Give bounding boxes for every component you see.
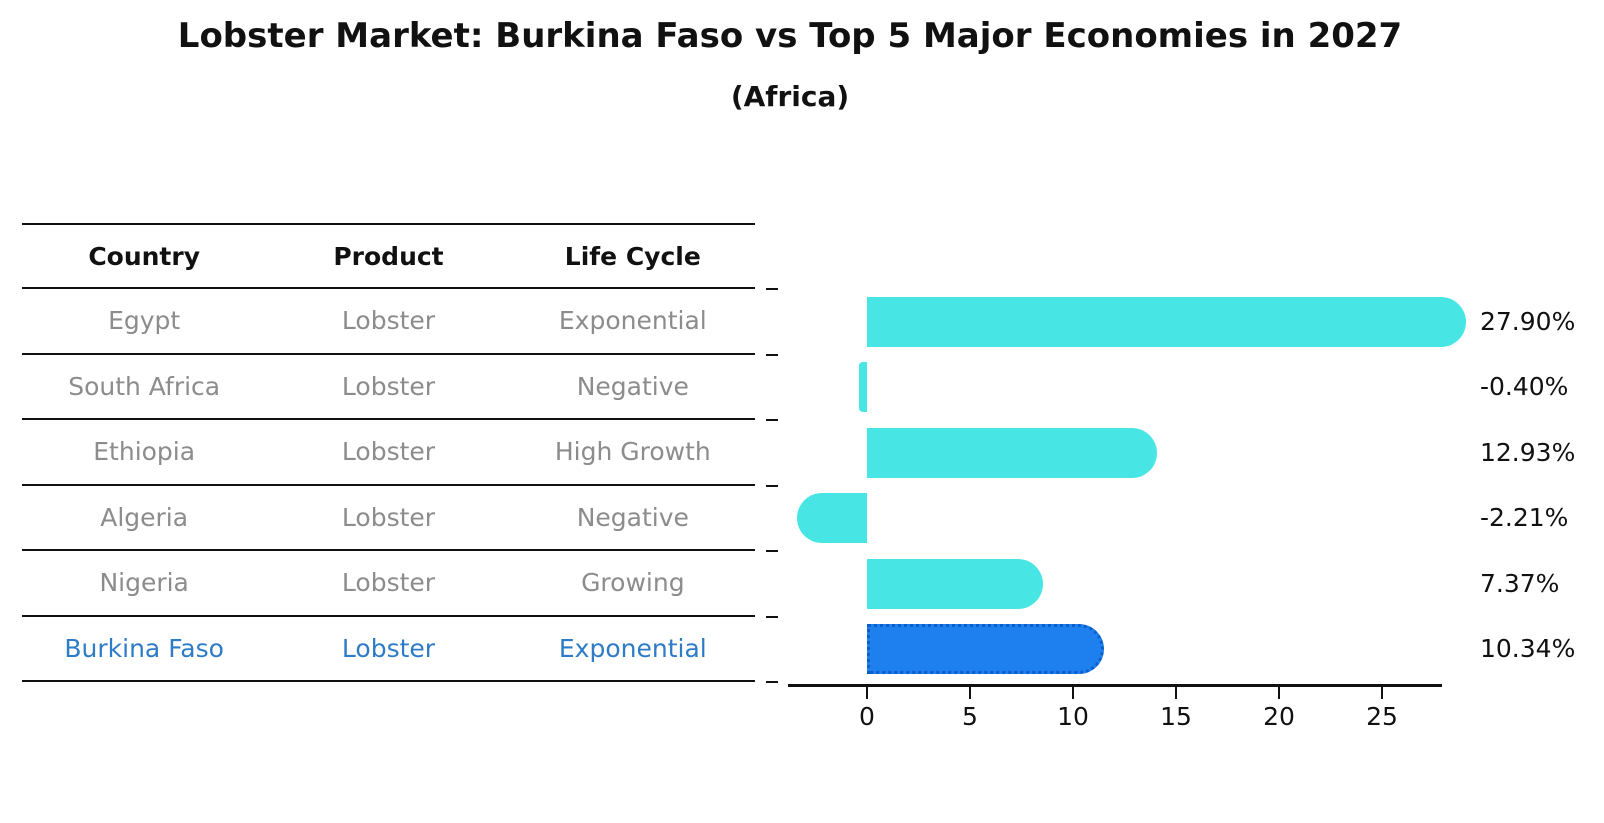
table-cell-life-cycle: High Growth — [554, 437, 711, 467]
table-header-row: Country Product Life Cycle — [22, 225, 755, 289]
y-axis-tick — [766, 353, 778, 356]
table-row: Nigeria Lobster Growing — [22, 551, 755, 617]
y-axis-tick — [766, 550, 778, 552]
table-cell-product: Lobster — [341, 502, 436, 532]
value-label: 10.34% — [1480, 634, 1576, 664]
bar-south-africa — [858, 362, 867, 413]
x-axis-tick-label: 5 — [962, 702, 978, 731]
table-cell-life-cycle: Exponential — [558, 633, 707, 663]
x-axis-tick — [1175, 687, 1177, 699]
x-axis-tick-label: 15 — [1160, 702, 1192, 731]
value-label: 27.90% — [1480, 306, 1576, 336]
x-axis-tick — [866, 687, 868, 699]
table-cell-product: Lobster — [341, 437, 436, 467]
table-header-cell: Country — [88, 241, 201, 271]
value-label: -2.21% — [1480, 503, 1569, 533]
bar-egypt — [867, 296, 1466, 347]
bar-algeria — [797, 493, 867, 544]
table-header-cell: Life Cycle — [564, 241, 701, 271]
table-cell-country: Nigeria — [99, 568, 189, 598]
value-label: 7.37% — [1480, 568, 1560, 598]
value-label: 12.93% — [1480, 437, 1576, 467]
value-label: -0.40% — [1480, 372, 1569, 402]
summary-table: Country Product Life Cycle Egypt Lobster Expo… — [22, 223, 755, 682]
y-axis-tick — [766, 419, 778, 421]
bar-nigeria — [867, 558, 1043, 609]
y-axis-tick — [766, 288, 778, 290]
chart-title: Lobster Market: Burkina Faso vs Top 5 Ma… — [177, 16, 1403, 56]
table-row: Egypt Lobster Exponential — [22, 289, 755, 355]
table-cell-life-cycle: Negative — [576, 371, 689, 401]
table-row: Burkina Faso Lobster Exponential — [22, 617, 755, 682]
chart-subtitle: (Africa) — [730, 80, 850, 113]
table-cell-country: Egypt — [108, 306, 181, 336]
y-axis-tick — [766, 484, 778, 487]
table-header-cell: Product — [333, 241, 444, 271]
table-cell-life-cycle: Exponential — [558, 306, 707, 336]
x-axis-tick — [1381, 687, 1383, 699]
bar-burkina-faso — [867, 624, 1104, 675]
table-cell-country: Ethiopia — [93, 437, 196, 467]
table-cell-product: Lobster — [341, 568, 436, 598]
table-row: Algeria Lobster Negative — [22, 486, 755, 551]
x-axis-line — [788, 684, 1442, 687]
x-axis-tick — [969, 687, 971, 699]
table-cell-life-cycle: Negative — [576, 502, 689, 532]
bar-ethiopia — [867, 427, 1158, 478]
x-axis-tick-label: 10 — [1057, 702, 1089, 731]
x-axis-tick-label: 25 — [1366, 702, 1398, 731]
table-cell-product: Lobster — [341, 371, 436, 401]
x-axis-tick-label: 0 — [859, 702, 875, 731]
table-cell-country: Algeria — [100, 502, 189, 532]
table-cell-life-cycle: Growing — [581, 568, 685, 598]
y-axis-tick — [766, 615, 778, 618]
table-cell-country: Burkina Faso — [64, 633, 224, 663]
x-axis-tick — [1278, 687, 1280, 699]
x-axis-tick — [1072, 687, 1074, 699]
table-cell-country: South Africa — [68, 371, 221, 401]
table-cell-product: Lobster — [341, 633, 436, 663]
table-cell-product: Lobster — [341, 306, 436, 336]
y-axis-tick — [766, 681, 778, 683]
table-row: Ethiopia Lobster High Growth — [22, 420, 755, 486]
x-axis-tick-label: 20 — [1263, 702, 1295, 731]
table-row: South Africa Lobster Negative — [22, 355, 755, 420]
